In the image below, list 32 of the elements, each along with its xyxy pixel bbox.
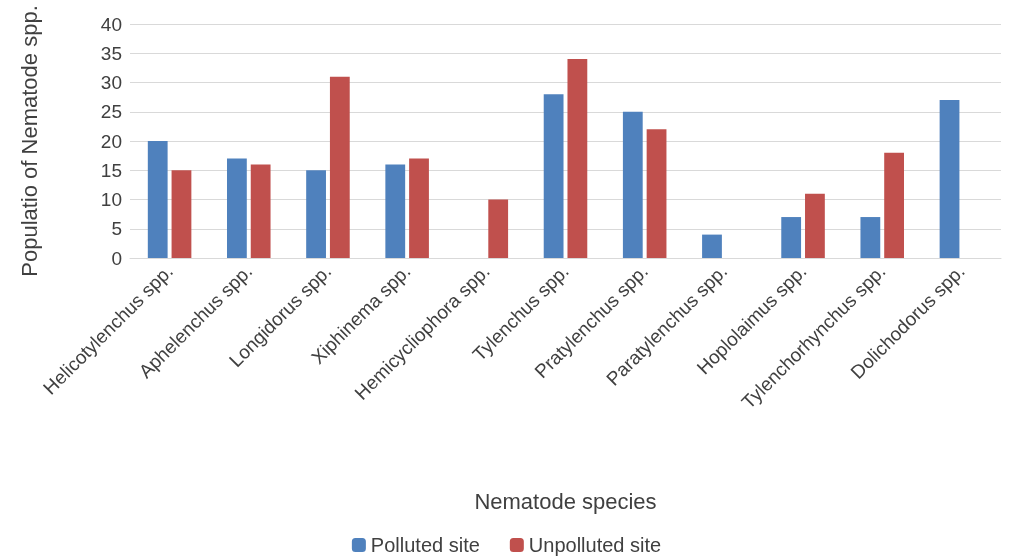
y-tick-label: 20 xyxy=(100,130,122,152)
bar xyxy=(227,158,247,258)
y-tick-label: 10 xyxy=(100,189,122,210)
y-tick-label: 30 xyxy=(100,72,122,93)
bar xyxy=(543,94,564,258)
bar xyxy=(488,199,509,258)
y-tick-label: 35 xyxy=(100,42,122,64)
bar xyxy=(171,170,192,258)
y-tick-label: 5 xyxy=(111,218,122,240)
y-tick-label: 0 xyxy=(111,247,122,269)
bar xyxy=(702,234,722,258)
bar xyxy=(385,164,406,258)
bar xyxy=(147,141,168,258)
x-axis-title: Nematode species xyxy=(474,488,657,514)
bar xyxy=(860,217,881,258)
bar xyxy=(805,193,825,258)
bar xyxy=(329,76,350,258)
bar xyxy=(884,152,904,258)
y-tick-label: 40 xyxy=(100,13,122,35)
bar xyxy=(781,217,802,258)
bar xyxy=(939,100,960,258)
bar xyxy=(622,111,643,258)
y-tick-label: 25 xyxy=(100,101,122,123)
bar xyxy=(250,164,271,258)
y-tick-label: 15 xyxy=(100,159,122,181)
legend-label: Unpolluted site xyxy=(528,534,662,556)
bar xyxy=(409,158,429,258)
legend-label: Polluted site xyxy=(370,534,480,556)
bar xyxy=(646,129,667,258)
y-axis-title: Populatio of Nematode spp. xyxy=(16,5,42,277)
bar xyxy=(306,170,326,258)
bar xyxy=(567,59,588,258)
